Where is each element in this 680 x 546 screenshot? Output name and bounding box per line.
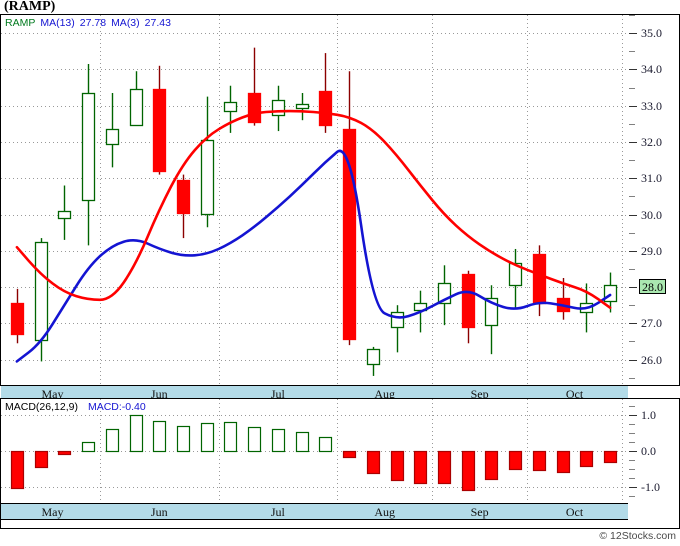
macd-value-label: MACD:-0.40 [87, 401, 146, 413]
price-legend: RAMP MA(13) 27.78 MA(3) 27.43 [5, 17, 171, 29]
macd-axis-minor-tick [629, 442, 635, 443]
date-axis-label: May [41, 387, 64, 401]
legend-ma-short-value: 27.43 [144, 17, 171, 29]
price-axis-minor-tick [629, 341, 635, 342]
price-y-tick-label: 30.0 [641, 207, 662, 222]
price-y-tick-label: 26.0 [641, 352, 662, 367]
last-price-badge: 28.0 [639, 279, 666, 295]
date-axis-label: Aug [374, 505, 396, 519]
price-axis-minor-tick [629, 124, 635, 125]
price-y-tick-label: 31.0 [641, 171, 662, 186]
price-axis-minor-tick [629, 305, 635, 306]
date-axis-label: Oct [565, 387, 584, 401]
date-axis-label: Sep [470, 387, 489, 401]
price-axis-minor-tick [629, 378, 635, 379]
price-axis-tick [629, 106, 637, 107]
price-axis-minor-tick [629, 196, 635, 197]
price-axis-minor-tick [629, 15, 635, 16]
macd-axis-minor-tick [629, 406, 635, 407]
price-axis-tick [629, 33, 637, 34]
price-axis-minor-tick [629, 88, 635, 89]
price-axis-tick [629, 142, 637, 143]
price-axis-tick [629, 287, 637, 288]
macd-y-tick-label: -1.0 [641, 479, 660, 494]
date-axis-label: Jun [150, 387, 168, 401]
price-y-tick-label: 27.0 [641, 316, 662, 331]
legend-ma-short-label: MA(3) [111, 17, 140, 29]
price-axis-minor-tick [629, 269, 635, 270]
price-axis-ticks [629, 15, 637, 385]
price-axis-tick [629, 178, 637, 179]
price-y-tick-label: 29.0 [641, 243, 662, 258]
legend-symbol: RAMP [5, 17, 36, 29]
macd-axis-minor-tick [629, 433, 635, 434]
price-axis-minor-tick [629, 51, 635, 52]
page-title: (RAMP) [4, 0, 56, 14]
date-axis-label: Sep [470, 505, 489, 519]
price-axis-tick [629, 360, 637, 361]
date-axis-label: Jun [150, 505, 168, 519]
macd-axis-minor-tick [629, 424, 635, 425]
macd-axis-minor-tick [629, 496, 635, 497]
date-axis-label: Aug [374, 387, 396, 401]
price-axis-minor-tick [629, 160, 635, 161]
macd-date-axis: May Jun Jul Aug Sep Oct [1, 503, 628, 520]
price-axis-tick [629, 69, 637, 70]
macd-plot-area[interactable] [1, 399, 628, 503]
macd-axis-tick [629, 451, 637, 452]
macd-legend: MACD(26,12,9) MACD:-0.40 [5, 401, 146, 413]
price-axis-tick [629, 215, 637, 216]
price-axis-tick [629, 323, 637, 324]
date-axis-label: May [41, 505, 64, 519]
price-axis-tick [629, 251, 637, 252]
date-axis-label: Jul [270, 505, 285, 519]
price-y-tick-label: 32.0 [641, 134, 662, 149]
macd-y-tick-label: 0.0 [641, 444, 656, 458]
macd-axis-ticks [629, 399, 637, 503]
price-axis-minor-tick [629, 233, 635, 234]
macd-axis-tick [629, 487, 637, 488]
price-plot-area[interactable] [1, 15, 628, 385]
macd-axis-minor-tick [629, 478, 635, 479]
watermark: © 12Stocks.com [599, 530, 676, 542]
macd-axis-tick [629, 415, 637, 416]
price-y-tick-label: 34.0 [641, 62, 662, 77]
macd-axis-minor-tick [629, 469, 635, 470]
macd-y-tick-label: 1.0 [641, 408, 656, 423]
date-axis-label: Jul [270, 387, 285, 401]
legend-ma-long-label: MA(13) [40, 17, 75, 29]
price-y-tick-label: 33.0 [641, 98, 662, 113]
macd-axis-minor-tick [629, 460, 635, 461]
date-axis-label: Oct [565, 505, 584, 519]
price-y-tick-label: 35.0 [641, 26, 662, 41]
legend-ma-long-value: 27.78 [79, 17, 107, 29]
macd-params-label: MACD(26,12,9) [5, 401, 78, 413]
